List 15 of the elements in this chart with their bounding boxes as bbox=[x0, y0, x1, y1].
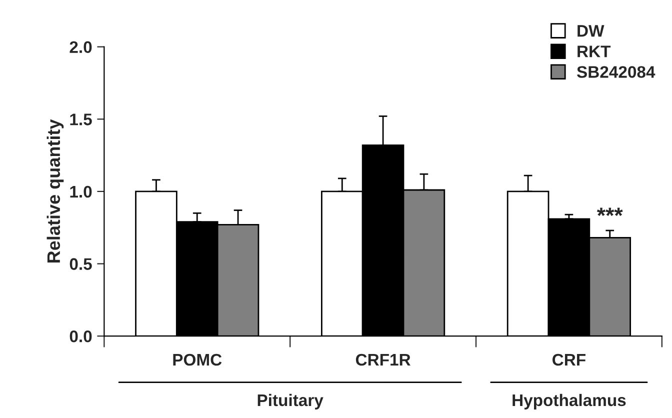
text: Hypothalamus bbox=[512, 394, 626, 410]
text: Pituitary bbox=[258, 394, 324, 410]
y-tick-label: 1.0 bbox=[70, 186, 92, 198]
y-tick-label: 0.5 bbox=[70, 258, 92, 270]
legend-label: SB242084 bbox=[576, 66, 656, 78]
y-tick-label: 2.0 bbox=[70, 41, 92, 54]
y-axis-title: Relative quantity bbox=[46, 119, 64, 262]
y-tick-label: 1.5 bbox=[70, 114, 92, 126]
legend-label: RKT bbox=[578, 46, 611, 58]
x-tick-label: CRF bbox=[552, 354, 586, 366]
legend-label: DW bbox=[578, 25, 604, 37]
x-tick-label: CRF1R bbox=[356, 354, 410, 366]
annotation: *** bbox=[596, 208, 623, 216]
y-tick-label: 0.0 bbox=[70, 330, 92, 342]
x-tick-label: POMC bbox=[173, 354, 222, 366]
